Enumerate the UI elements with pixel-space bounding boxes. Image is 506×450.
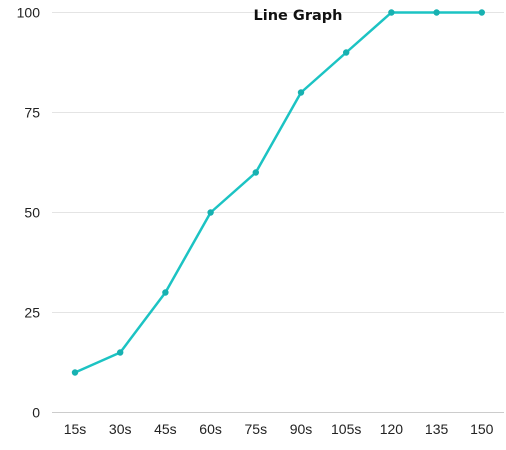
- x-tick-label-60s: 60s: [199, 421, 222, 437]
- y-tick-label-50: 50: [24, 205, 40, 221]
- y-tick-label-0: 0: [32, 405, 40, 421]
- x-tick-label-150: 150: [470, 421, 494, 437]
- series-line-0: [75, 13, 482, 373]
- gridlines: [52, 13, 504, 313]
- y-tick-label-100: 100: [17, 5, 41, 21]
- x-tick-label-120: 120: [380, 421, 404, 437]
- data-point-120: [388, 9, 394, 15]
- tick-labels: 0 25 50 75 100 15s 30s 45s 60s 75s 90s 105s 120 135 15…: [17, 5, 494, 438]
- data-point-150: [479, 9, 485, 15]
- data-point-135: [433, 9, 439, 15]
- data-point-105s: [343, 49, 349, 55]
- data-point-15s: [72, 369, 78, 375]
- data-point-45s: [162, 289, 168, 295]
- y-tick-label-25: 25: [24, 305, 40, 321]
- data-point-75s: [253, 169, 259, 175]
- data-point-60s: [207, 209, 213, 215]
- chart-title: Line Graph: [254, 8, 343, 24]
- x-tick-label-90s: 90s: [290, 421, 313, 437]
- data-point-90s: [298, 89, 304, 95]
- y-tick-label-75: 75: [24, 105, 40, 121]
- data-point-30s: [117, 349, 123, 355]
- x-tick-label-15s: 15s: [64, 421, 87, 437]
- x-tick-label-135: 135: [425, 421, 449, 437]
- series-group: [72, 9, 485, 375]
- x-tick-label-105s: 105s: [331, 421, 361, 437]
- x-tick-label-30s: 30s: [109, 421, 132, 437]
- x-tick-label-75s: 75s: [245, 421, 268, 437]
- x-tick-label-45s: 45s: [154, 421, 177, 437]
